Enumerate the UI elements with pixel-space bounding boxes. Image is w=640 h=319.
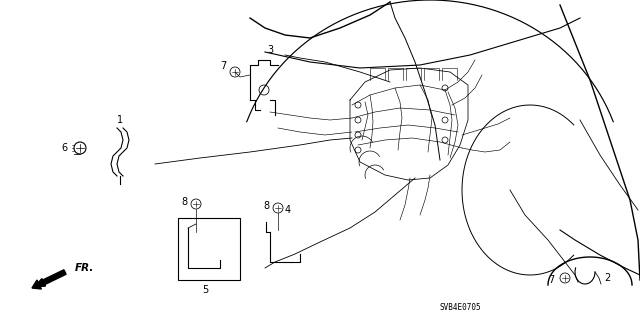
Text: 2: 2 — [604, 273, 610, 283]
Text: 4: 4 — [285, 205, 291, 215]
Bar — [178, 218, 240, 280]
Text: 7: 7 — [548, 275, 554, 285]
Text: 8: 8 — [263, 201, 269, 211]
Text: 8: 8 — [181, 197, 187, 207]
FancyArrow shape — [32, 270, 66, 289]
Text: 6: 6 — [61, 143, 67, 153]
Text: 1: 1 — [117, 115, 123, 125]
Text: FR.: FR. — [75, 263, 94, 273]
Text: 5: 5 — [202, 285, 208, 295]
Text: 3: 3 — [267, 45, 273, 55]
Text: SVB4E0705: SVB4E0705 — [439, 303, 481, 313]
Text: 7: 7 — [220, 61, 226, 71]
